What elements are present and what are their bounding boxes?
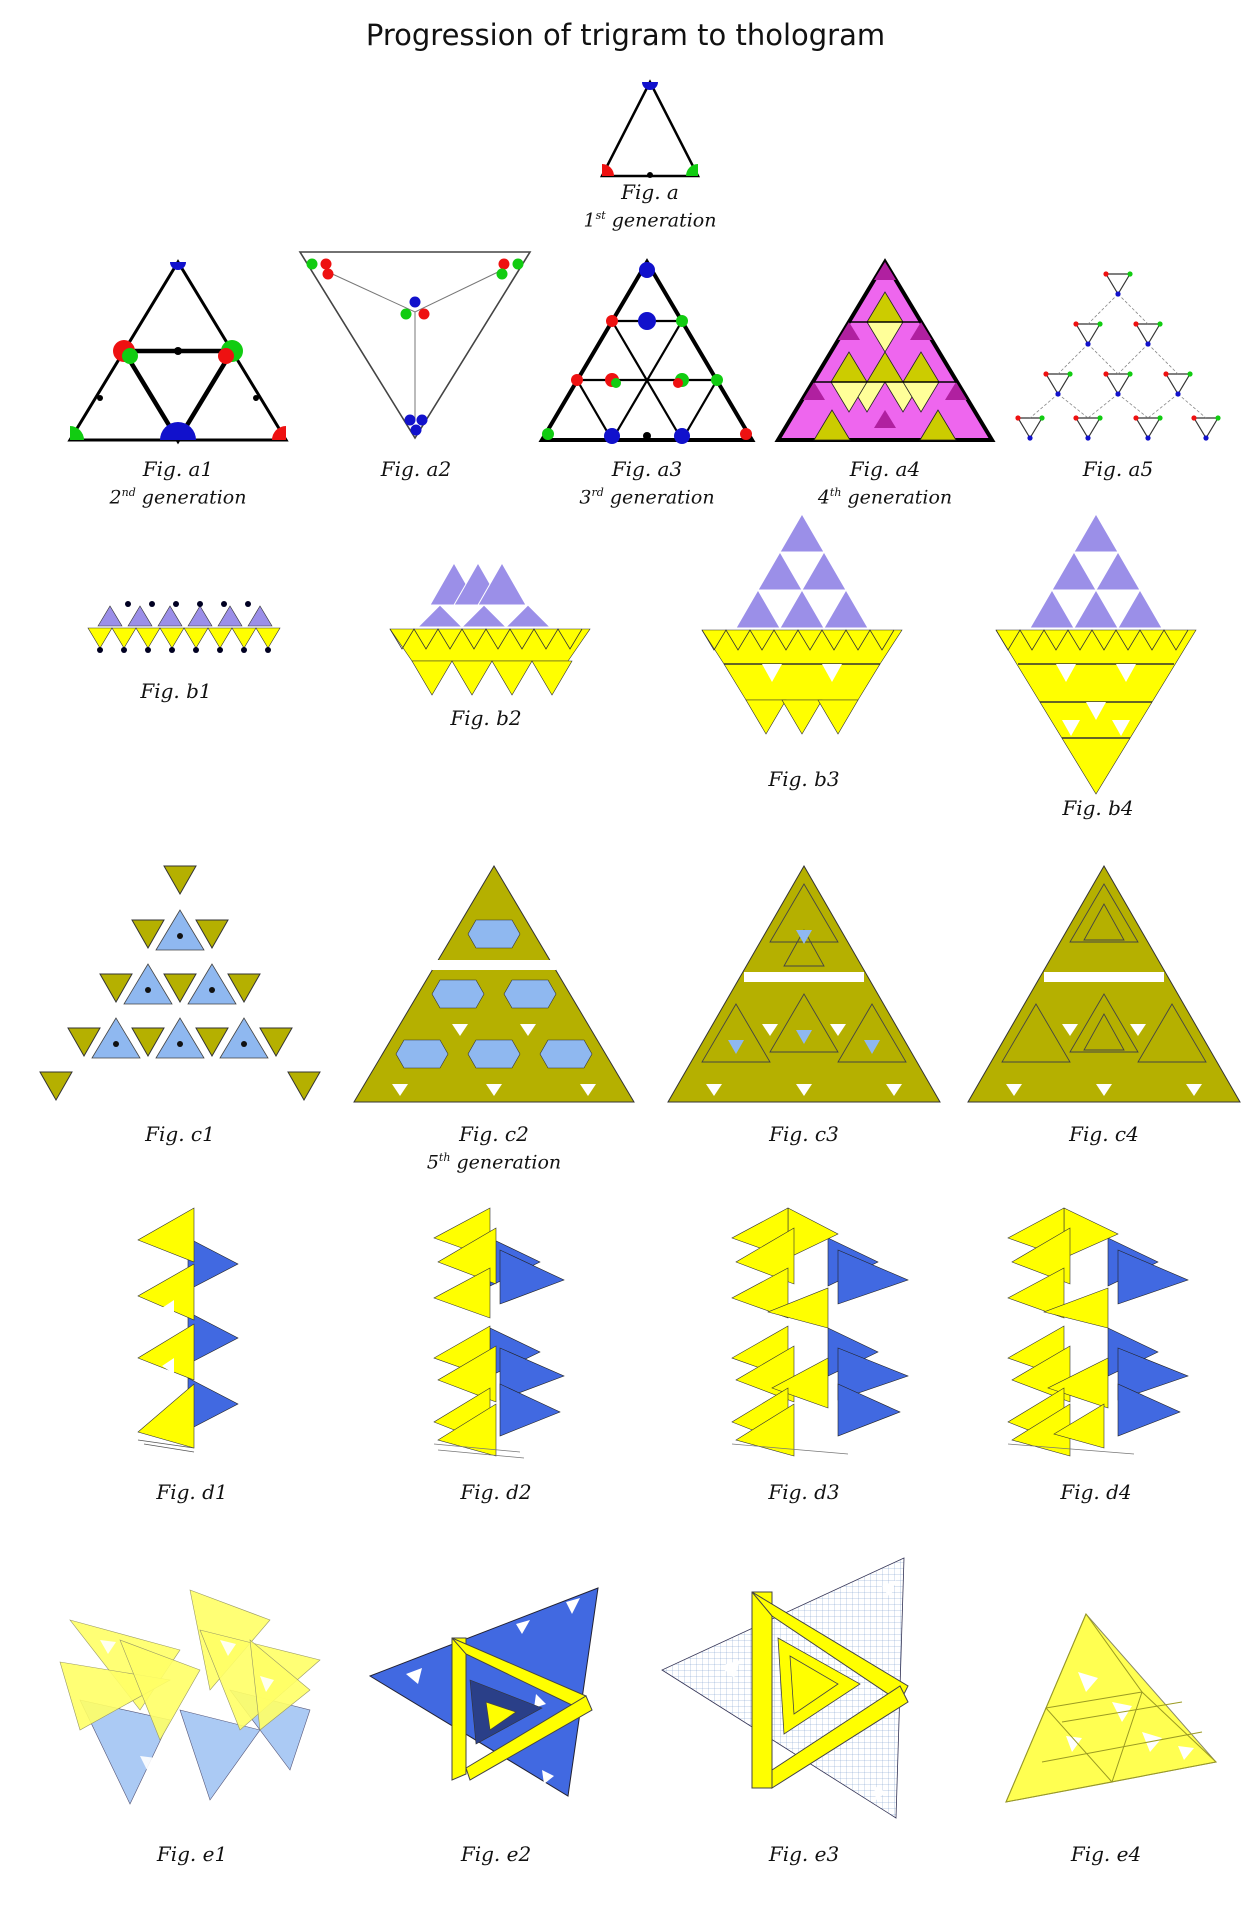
fig-a1-generation: 2nd generation [68, 486, 288, 508]
gen-number: 4 [817, 486, 830, 509]
gen-word: generation [847, 486, 953, 509]
fig-d1-caption: Fig. d1 [156, 1480, 228, 1504]
fig-b3-diagram [701, 513, 903, 735]
fig-d1-diagram [137, 1207, 239, 1453]
fig-a5-diagram [1015, 271, 1221, 441]
fig-d4-diagram [1007, 1207, 1189, 1457]
fig-b1-diagram [87, 601, 281, 653]
fig-b4-diagram [995, 513, 1197, 795]
fig-e2-caption: Fig. e2 [460, 1842, 532, 1866]
fig-a4-diagram [774, 258, 996, 442]
fig-c1-caption: Fig. c1 [145, 1122, 215, 1146]
fig-e2-diagram [368, 1587, 599, 1797]
fig-b2-diagram [389, 561, 591, 696]
fig-e1-diagram [59, 1589, 321, 1805]
fig-c2-diagram [353, 865, 635, 1103]
gen-suffix: th [438, 1151, 451, 1164]
fig-a3-generation: 3rd generation [537, 486, 757, 508]
fig-a3-caption: Fig. a3 [611, 457, 683, 481]
fig-c2-caption: Fig. c2 [459, 1122, 529, 1146]
fig-a2-diagram [298, 251, 532, 440]
page-title: Progression of trigram to thologram [365, 18, 886, 52]
fig-c3-diagram [667, 864, 941, 1103]
fig-a-diagram [599, 79, 701, 178]
gen-word: generation [141, 486, 247, 509]
fig-e4-caption: Fig. e4 [1070, 1842, 1142, 1866]
fig-b3-caption: Fig. b3 [768, 767, 840, 791]
fig-e1-caption: Fig. e1 [156, 1842, 228, 1866]
gen-suffix: nd [121, 486, 136, 499]
gen-number: 2 [109, 486, 122, 509]
fig-d3-caption: Fig. d3 [768, 1480, 840, 1504]
fig-e4-diagram [1005, 1612, 1218, 1803]
gen-suffix: th [829, 486, 842, 499]
fig-c4-caption: Fig. c4 [1069, 1122, 1139, 1146]
fig-d2-diagram [433, 1207, 565, 1459]
fig-d4-caption: Fig. d4 [1060, 1480, 1132, 1504]
fig-a1-diagram [67, 259, 289, 445]
fig-e3-caption: Fig. e3 [768, 1842, 840, 1866]
gen-number: 5 [426, 1151, 439, 1174]
gen-word: generation [609, 486, 715, 509]
fig-e3-diagram [661, 1557, 909, 1819]
fig-a4-generation: 4th generation [775, 486, 995, 508]
fig-a3-diagram [538, 258, 756, 444]
fig-a5-caption: Fig. a5 [1082, 457, 1154, 481]
fig-b2-caption: Fig. b2 [450, 706, 522, 730]
fig-a2-caption: Fig. a2 [380, 457, 452, 481]
gen-word: generation [456, 1151, 562, 1174]
fig-a4-caption: Fig. a4 [849, 457, 921, 481]
fig-a1-caption: Fig. a1 [142, 457, 214, 481]
gen-suffix: st [595, 209, 606, 222]
fig-b4-caption: Fig. b4 [1062, 796, 1134, 820]
fig-a-caption: Fig. a [621, 180, 679, 204]
fig-d3-diagram [731, 1207, 909, 1457]
fig-c3-caption: Fig. c3 [769, 1122, 839, 1146]
fig-d2-caption: Fig. d2 [460, 1480, 532, 1504]
fig-c1-diagram [39, 865, 321, 1102]
gen-word: generation [611, 209, 717, 232]
fig-b1-caption: Fig. b1 [140, 679, 212, 703]
gen-number: 3 [579, 486, 592, 509]
gen-number: 1 [583, 209, 596, 232]
fig-c4-diagram [967, 864, 1241, 1103]
fig-a-generation: 1st generation [540, 209, 760, 231]
fig-c2-generation: 5th generation [384, 1151, 604, 1173]
gen-suffix: rd [591, 486, 604, 499]
